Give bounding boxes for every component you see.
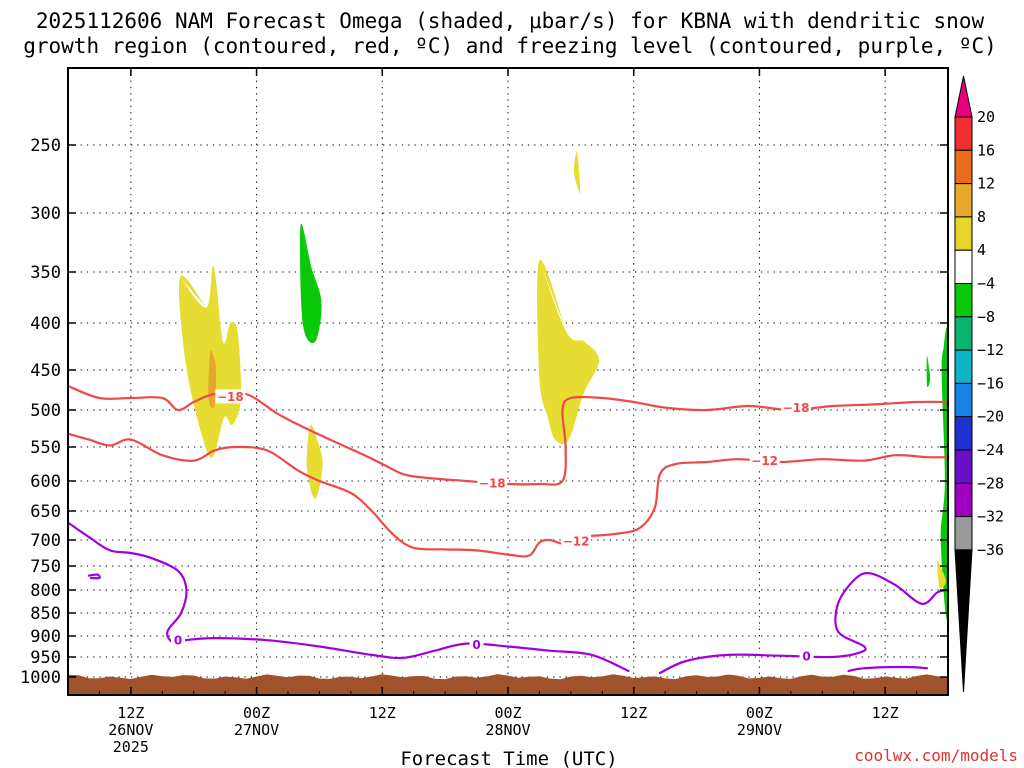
colorbar-label: 8	[977, 208, 986, 226]
x-tick-label: 27NOV	[234, 721, 279, 739]
x-tick-label: 29NOV	[737, 721, 782, 739]
omega-region	[926, 355, 931, 388]
colorbar-bottom-arrow	[954, 549, 973, 693]
x-tick-label: 12Z	[117, 704, 144, 722]
x-tick-label: 2025	[113, 738, 149, 756]
dgz-contour-label-bg	[215, 389, 246, 404]
y-tick-label: 350	[30, 263, 61, 283]
dgz-contour-label-bg	[749, 453, 780, 468]
contour-labels: −18 −18 −18 −12 −12 0 0 0	[171, 389, 814, 664]
freezing-contour-label: 0	[472, 638, 480, 652]
colorbar-swatch	[954, 216, 973, 251]
x-tick-label: 00Z	[494, 704, 521, 722]
colorbar-label: 4	[977, 241, 986, 259]
y-tick-label: 500	[30, 401, 61, 421]
freezing-contour-line	[87, 573, 101, 580]
y-axis: 250 300 350 400 450 500 550 600 650 700 750 800 850 9…	[20, 136, 948, 688]
omega-region	[573, 151, 581, 194]
colorbar-swatch	[954, 482, 973, 518]
chart-title-line-1: 2025112606 NAM Forecast Omega (shaded, μ…	[36, 9, 985, 33]
colorbar-swatch	[954, 116, 973, 151]
dgz-contour-label: −18	[217, 390, 244, 404]
freezing-contour-label: 0	[802, 650, 810, 664]
freezing-contour-line	[68, 521, 630, 673]
y-tick-label: 700	[30, 531, 61, 551]
dgz-contour-label: −18	[783, 401, 810, 415]
freezing-contour-line	[658, 571, 948, 675]
y-tick-label: 1000	[20, 668, 61, 688]
x-tick-label: 00Z	[746, 704, 773, 722]
y-tick-label: 900	[30, 627, 61, 647]
dgz-contour-label-bg	[561, 534, 592, 549]
terrain-fill	[68, 674, 948, 695]
colorbar-swatch	[954, 183, 973, 218]
colorbar-swatch	[954, 316, 973, 351]
colorbar-swatch	[954, 349, 973, 384]
colorbar-swatch	[954, 416, 973, 451]
colorbar-label: 20	[977, 108, 995, 126]
y-tick-label: 600	[30, 472, 61, 492]
colorbar-label: −24	[977, 441, 1004, 459]
x-tick-label: 12Z	[872, 704, 899, 722]
omega-shading	[178, 151, 948, 621]
terrain	[68, 674, 948, 695]
colorbar-swatch	[954, 249, 973, 284]
dgz-contour-label-bg	[781, 400, 812, 415]
colorbar-top-arrow	[954, 75, 973, 118]
dgz-contour-label-bg	[477, 475, 508, 490]
y-tick-label: 950	[30, 648, 61, 668]
x-axis-title: Forecast Time (UTC)	[400, 748, 617, 768]
x-tick-label: 12Z	[620, 704, 647, 722]
chart-title-line-2: growth region (contoured, red, ºC) and f…	[23, 34, 997, 58]
omega-region	[537, 259, 600, 444]
freezing-contour-label-bg	[799, 649, 814, 664]
y-tick-label: 400	[30, 314, 61, 334]
y-tick-label: 800	[30, 581, 61, 601]
freezing-contour-label-bg	[469, 637, 484, 652]
dgz-contour-line	[68, 432, 948, 558]
colorbar: 20 16 12 8 4 −4 −8 −12 −16 −20 −24 −28 −32 −36	[954, 75, 1004, 693]
y-tick-label: 650	[30, 502, 61, 522]
colorbar-label: −4	[977, 275, 995, 293]
colorbar-label: −16	[977, 374, 1004, 392]
x-tick-label: 12Z	[369, 704, 396, 722]
y-tick-label: 750	[30, 557, 61, 577]
colorbar-swatch	[954, 149, 973, 185]
colorbar-label: −20	[977, 408, 1004, 426]
omega-region	[937, 560, 946, 589]
freezing-contour-line	[847, 665, 929, 673]
colorbar-label: 16	[977, 141, 995, 159]
y-tick-label: 550	[30, 438, 61, 458]
freezing-contour-label-bg	[171, 633, 185, 648]
dgz-contour-label: −18	[479, 476, 506, 490]
x-tick-label: 00Z	[243, 704, 270, 722]
y-tick-label: 450	[30, 361, 61, 381]
colorbar-swatch	[954, 449, 973, 484]
colorbar-swatch	[954, 516, 973, 551]
colorbar-swatch	[954, 283, 973, 318]
colorbar-label: −28	[977, 474, 1004, 492]
dgz-contour-label: −12	[751, 454, 778, 468]
y-tick-label: 250	[30, 136, 61, 156]
colorbar-label: −36	[977, 541, 1004, 559]
y-tick-label: 850	[30, 604, 61, 624]
x-tick-label: 26NOV	[108, 721, 153, 739]
freezing-contour-label: 0	[174, 634, 182, 648]
omega-region	[940, 327, 948, 621]
omega-region	[299, 223, 322, 344]
colorbar-swatch	[954, 382, 973, 418]
dgz-contour-label: −12	[563, 535, 590, 549]
x-tick-label: 28NOV	[485, 721, 530, 739]
y-tick-label: 300	[30, 204, 61, 224]
credit-text: coolwx.com/models	[854, 746, 1018, 765]
colorbar-label: 12	[977, 175, 995, 193]
colorbar-label: −32	[977, 508, 1004, 526]
colorbar-label: −12	[977, 341, 1004, 359]
colorbar-label: −8	[977, 308, 995, 326]
